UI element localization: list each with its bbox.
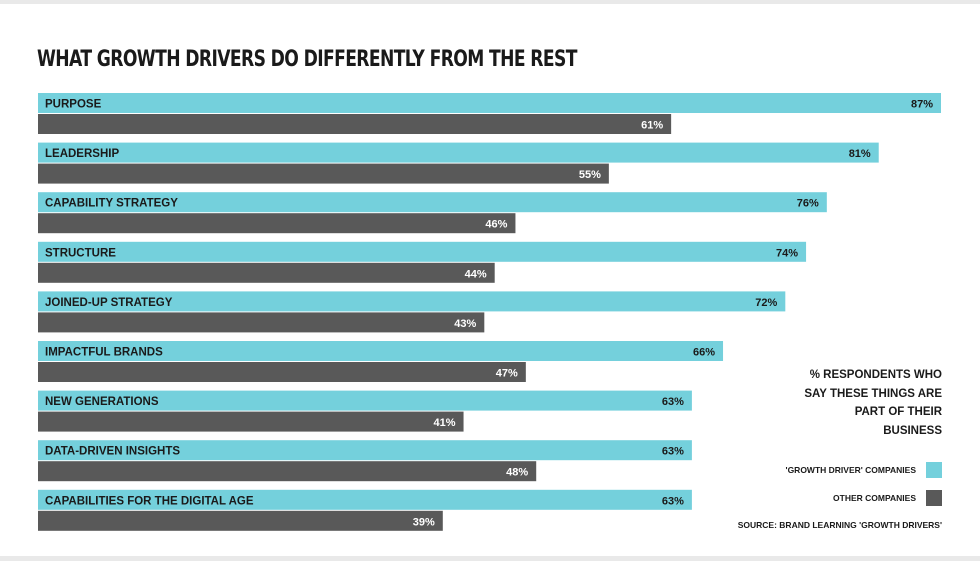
category-label: CAPABILITY STRATEGY <box>45 198 178 210</box>
bar-growth <box>38 93 941 113</box>
legend-item-growth: 'GROWTH DRIVER' COMPANIES <box>786 462 942 478</box>
category-label: IMPACTFUL BRANDS <box>45 347 163 359</box>
category-label: DATA-DRIVEN INSIGHTS <box>45 446 180 458</box>
legend-title-line: % RESPONDENTS WHO <box>809 369 942 381</box>
bar-growth <box>38 192 827 213</box>
value-label-other: 48% <box>506 467 528 479</box>
bar-other <box>38 510 443 531</box>
bar-other <box>38 262 495 283</box>
bar-other <box>38 163 609 184</box>
legend-title-line: BUSINESS <box>883 424 942 437</box>
value-label-growth: 87% <box>911 99 933 111</box>
bar-growth <box>38 390 692 411</box>
value-label-growth: 76% <box>797 198 819 210</box>
value-label-other: 41% <box>434 417 456 429</box>
bar-growth <box>38 241 807 262</box>
legend: % RESPONDENTS WHO SAY THESE THINGS ARE P… <box>780 366 942 506</box>
value-label-growth: 81% <box>849 148 871 160</box>
bar-other <box>38 114 672 134</box>
legend-title: % RESPONDENTS WHO SAY THESE THINGS ARE P… <box>780 366 942 440</box>
bar-other <box>38 411 464 432</box>
value-label-growth: 63% <box>662 396 684 408</box>
bar-growth <box>38 142 879 163</box>
legend-swatch-growth <box>926 462 942 478</box>
category-label: NEW GENERATIONS <box>45 396 159 408</box>
category-label: CAPABILITIES FOR THE DIGITAL AGE <box>45 495 254 507</box>
legend-swatch-other <box>926 490 942 506</box>
category-label: PURPOSE <box>45 99 102 111</box>
category-label: LEADERSHIP <box>45 148 119 160</box>
legend-title-line: SAY THESE THINGS ARE <box>804 387 942 400</box>
chart-title: WHAT GROWTH DRIVERS DO DIFFERENTLY FROM … <box>37 47 577 72</box>
legend-title-line: PART OF THEIR <box>854 406 942 418</box>
bar-growth <box>38 440 692 461</box>
value-label-other: 39% <box>413 516 435 528</box>
category-label: STRUCTURE <box>45 247 116 259</box>
bar-other <box>38 461 537 482</box>
legend-label-growth: 'GROWTH DRIVER' COMPANIES <box>785 465 916 475</box>
bar-growth <box>38 291 786 312</box>
value-label-other: 43% <box>454 318 476 330</box>
category-label: JOINED-UP STRATEGY <box>45 297 173 309</box>
legend-label-other: OTHER COMPANIES <box>833 493 916 503</box>
legend-item-other: OTHER COMPANIES <box>833 490 942 506</box>
value-label-other: 55% <box>579 169 601 181</box>
bar-growth <box>38 489 692 510</box>
value-label-other: 61% <box>641 120 663 132</box>
source-note: SOURCE: BRAND LEARNING 'GROWTH DRIVERS' <box>737 520 942 530</box>
bar-other <box>38 362 526 382</box>
bar-growth <box>38 341 724 361</box>
bar-other <box>38 312 485 333</box>
value-label-other: 46% <box>485 219 507 231</box>
value-label-growth: 74% <box>776 247 798 259</box>
bar-other <box>38 213 516 234</box>
value-label-growth: 63% <box>662 446 684 458</box>
value-label-growth: 66% <box>693 347 715 359</box>
value-label-growth: 72% <box>755 297 777 309</box>
value-label-other: 44% <box>465 268 487 280</box>
value-label-other: 47% <box>496 368 518 380</box>
value-label-growth: 63% <box>662 495 684 507</box>
